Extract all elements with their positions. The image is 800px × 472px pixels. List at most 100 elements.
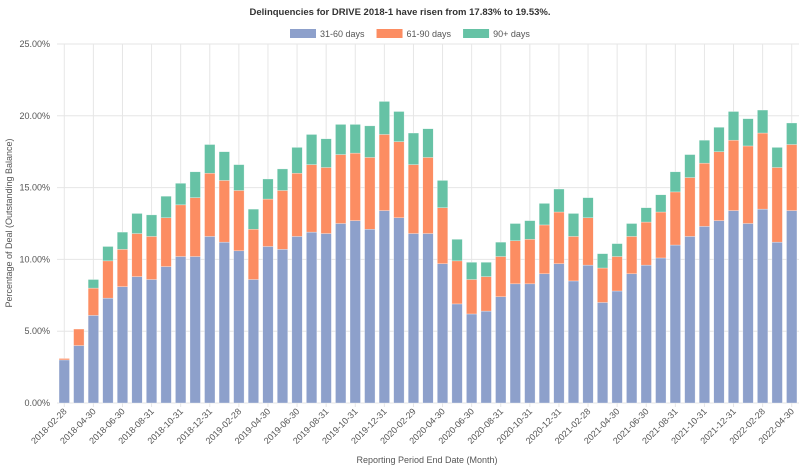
bar-90-days [538,203,550,226]
bar-31-60-days [116,286,128,404]
bar-31-60-days [320,233,332,404]
bar-31-60-days [451,303,463,404]
bar-90-days [204,144,216,174]
bar-31-60-days [393,217,405,404]
bar-61-90-days [291,172,303,237]
legend: 31-60 days 61-90 days 90+ days [290,29,530,39]
bar-90-days [728,111,740,141]
bar-61-90-days [538,224,550,275]
bar-90-days [626,223,638,237]
bar-31-60-days [713,220,725,404]
bar-31-60-days [306,231,318,404]
bar-61-90-days [364,157,376,230]
bar-31-60-days [364,228,376,404]
bar-90-days [262,178,274,200]
bar-61-90-days [218,180,230,243]
bar-31-60-days [655,257,667,404]
bar-61-90-days [597,267,609,303]
bar-61-90-days [742,145,754,224]
bar-61-90-days [320,167,332,234]
bar-31-60-days [204,236,216,404]
bar-31-60-days [742,223,754,404]
bar-90-days [495,241,507,257]
x-axis-ticks: 2018-02-282018-04-302018-06-302018-08-31… [29,406,796,446]
bar-61-90-days [495,256,507,297]
bar-90-days [684,154,696,178]
bar-31-60-days [422,233,434,404]
bar-61-90-days [568,236,579,282]
bar-61-90-days [437,207,449,264]
bar-90-days [466,262,478,280]
legend-swatch [290,29,316,38]
bar-61-90-days [451,260,463,305]
bar-31-60-days [189,256,201,404]
bar-31-60-days [247,279,259,404]
bar-90-days [378,101,390,135]
y-tick-label: 25.00% [19,39,50,49]
bar-31-60-days [146,279,158,404]
bar-61-90-days [58,358,70,361]
bar-90-days [277,168,288,191]
x-axis-label: Reporting Period End Date (Month) [356,455,497,465]
bar-90-days [786,122,798,145]
bar-31-60-days [757,208,769,404]
bar-61-90-days [204,172,216,237]
bar-31-60-days [73,345,85,404]
bar-90-days [669,171,681,193]
bar-31-60-days [524,283,536,404]
bar-61-90-days [175,204,187,257]
bar-31-60-days [291,236,303,404]
bar-61-90-days [480,276,492,312]
bar-61-90-days [262,198,274,247]
bar-31-60-days [466,313,478,404]
bar-61-90-days [771,167,783,243]
bar-90-days [131,213,143,234]
bar-61-90-days [684,177,696,237]
bar-90-days [553,188,565,213]
bar-90-days [320,138,332,168]
bar-31-60-days [131,276,143,404]
bar-61-90-days [669,191,681,246]
bar-90-days [364,125,376,158]
bar-31-60-days [684,236,696,404]
bar-61-90-days [640,221,652,266]
bar-90-days [335,124,347,155]
bar-31-60-days [640,264,652,404]
bar-90-days [698,139,710,164]
bar-90-days [524,220,536,240]
bar-61-90-days [160,217,172,267]
bar-31-60-days [568,280,579,404]
bar-31-60-days [771,241,783,404]
bar-31-60-days [335,223,347,404]
y-axis-label: Percentage of Deal (Outstanding Balance) [4,138,14,307]
bar-90-days [306,134,318,165]
bar-61-90-days [466,279,478,315]
bar-61-90-days [524,239,536,285]
bar-61-90-days [713,151,725,221]
bar-31-60-days [160,266,172,404]
bar-61-90-days [73,328,85,346]
bar-31-60-days [262,246,274,404]
bar-31-60-days [437,263,449,404]
bar-61-90-days [335,154,347,224]
bar-61-90-days [378,134,390,211]
bar-61-90-days [277,190,288,250]
bar-90-days [189,171,201,198]
bar-61-90-days [131,233,143,277]
legend-label: 90+ days [493,29,530,39]
bar-31-60-days [597,302,609,404]
bar-31-60-days [233,250,245,404]
bar-61-90-days [757,132,769,210]
bar-90-days [349,124,361,154]
bar-31-60-days [611,290,623,404]
bar-31-60-days [495,296,507,404]
legend-swatch [376,29,403,38]
bar-90-days [233,164,245,191]
bar-31-60-days [582,264,594,404]
bar-90-days [437,180,449,208]
bar-90-days [742,118,754,147]
bar-90-days [175,183,187,206]
bar-31-60-days [58,359,70,404]
bar-31-60-days [509,283,521,404]
